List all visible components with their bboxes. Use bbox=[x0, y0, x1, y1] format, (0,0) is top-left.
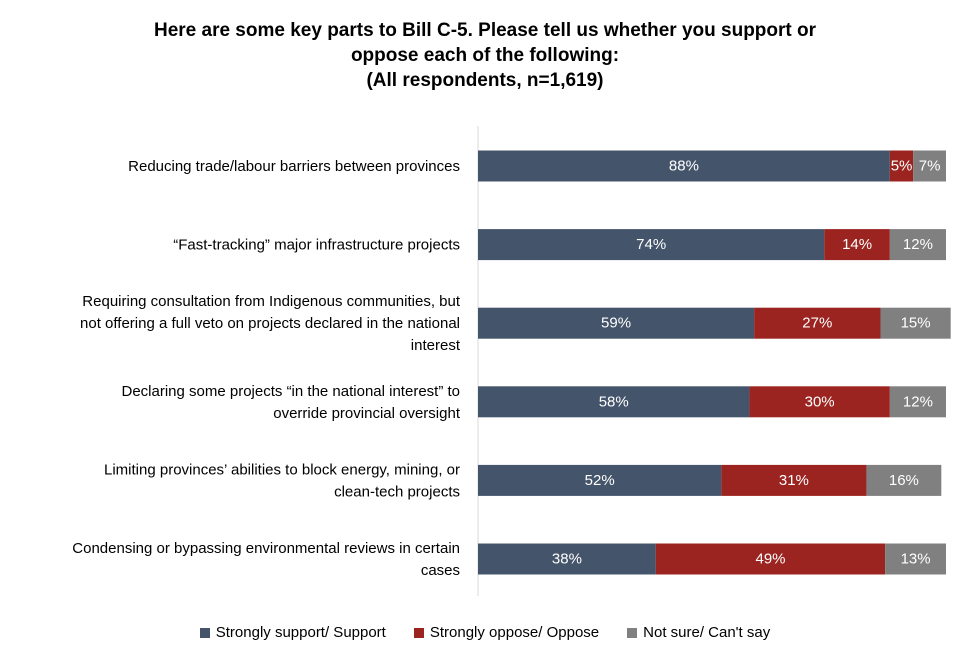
bar-segment-support bbox=[478, 150, 890, 182]
data-label-not-sure: 7% bbox=[919, 158, 941, 175]
data-label-oppose: 30% bbox=[805, 393, 835, 410]
data-label-not-sure: 16% bbox=[889, 472, 919, 489]
bar-segment-support bbox=[478, 307, 755, 339]
bar-segment-not-sure bbox=[889, 386, 946, 418]
category-label-line: “Fast-tracking” major infrastructure pro… bbox=[173, 236, 460, 253]
category-label-line: override provincial oversight bbox=[273, 404, 461, 421]
bar-segment-support bbox=[478, 543, 656, 575]
category-label-line: Limiting provinces’ abilities to block e… bbox=[104, 461, 460, 478]
data-label-support: 88% bbox=[669, 158, 699, 175]
legend-item-not-sure: Not sure/ Can't say bbox=[627, 624, 770, 641]
data-label-oppose: 49% bbox=[755, 551, 785, 568]
data-label-oppose: 5% bbox=[891, 158, 913, 175]
category-label: Reducing trade/labour barriers between p… bbox=[128, 158, 460, 175]
category-label-line: Condensing or bypassing environmental re… bbox=[72, 540, 460, 557]
legend-item-oppose: Strongly oppose/ Oppose bbox=[413, 624, 600, 641]
category-label: Declaring some projects “in the national… bbox=[122, 382, 461, 421]
chart-title-line: Here are some key parts to Bill C-5. Ple… bbox=[153, 20, 817, 41]
legend-label-not-sure: Not sure/ Can't say bbox=[643, 624, 771, 641]
bar-segment-not-sure bbox=[885, 543, 946, 575]
bar-segment-not-sure bbox=[913, 150, 946, 182]
data-label-oppose: 31% bbox=[779, 472, 809, 489]
bar-segment-oppose bbox=[721, 464, 867, 496]
category-label-line: Requiring consultation from Indigenous c… bbox=[82, 293, 461, 310]
legend-label-oppose: Strongly oppose/ Oppose bbox=[429, 624, 600, 641]
category-label: “Fast-tracking” major infrastructure pro… bbox=[173, 236, 460, 253]
chart-title-line: oppose each of the following: bbox=[350, 45, 620, 66]
category-label-line: clean-tech projects bbox=[334, 483, 460, 500]
bar-segment-oppose bbox=[655, 543, 886, 575]
data-label-oppose: 14% bbox=[842, 236, 872, 253]
bar-segment-oppose bbox=[754, 307, 881, 339]
data-label-support: 38% bbox=[552, 551, 582, 568]
category-label: Condensing or bypassing environmental re… bbox=[72, 540, 460, 579]
category-label: Requiring consultation from Indigenous c… bbox=[80, 293, 461, 354]
data-label-support: 52% bbox=[585, 472, 615, 489]
category-label-line: cases bbox=[421, 562, 460, 579]
legend-item-support: Strongly support/ Support bbox=[199, 624, 386, 641]
bar-segment-oppose bbox=[889, 150, 914, 182]
data-label-support: 74% bbox=[636, 236, 666, 253]
category-label-line: Declaring some projects “in the national… bbox=[122, 382, 461, 399]
data-label-not-sure: 12% bbox=[903, 393, 933, 410]
legend-swatch-not-sure bbox=[627, 627, 638, 638]
bar-segment-oppose bbox=[749, 386, 890, 418]
bar-segment-support bbox=[478, 229, 825, 261]
stacked-bar-chart: Reducing trade/labour barriers between p… bbox=[72, 126, 951, 596]
legend-swatch-oppose bbox=[413, 627, 424, 638]
bar-segment-not-sure bbox=[889, 229, 946, 261]
bar-segment-oppose bbox=[824, 229, 890, 261]
data-label-support: 58% bbox=[599, 393, 629, 410]
bar-segment-support bbox=[478, 386, 750, 418]
category-label-line: not offering a full veto on projects dec… bbox=[80, 315, 460, 332]
category-label: Limiting provinces’ abilities to block e… bbox=[104, 461, 460, 500]
legend-swatch-support bbox=[199, 627, 210, 638]
data-label-not-sure: 13% bbox=[901, 551, 931, 568]
category-label-line: interest bbox=[411, 337, 461, 354]
bar-segment-not-sure bbox=[866, 464, 942, 496]
data-label-support: 59% bbox=[601, 315, 631, 332]
chart-title-line: (All respondents, n=1,619) bbox=[366, 70, 604, 91]
legend-label-support: Strongly support/ Support bbox=[215, 624, 386, 641]
chart-legend: Strongly support/ Support Strongly oppos… bbox=[0, 624, 970, 641]
data-label-oppose: 27% bbox=[802, 315, 832, 332]
chart-title: Here are some key parts to Bill C-5. Ple… bbox=[0, 18, 970, 93]
data-label-not-sure: 15% bbox=[901, 315, 931, 332]
bar-segment-support bbox=[478, 464, 722, 496]
bar-segment-not-sure bbox=[880, 307, 951, 339]
category-label-line: Reducing trade/labour barriers between p… bbox=[128, 158, 460, 175]
data-label-not-sure: 12% bbox=[903, 236, 933, 253]
